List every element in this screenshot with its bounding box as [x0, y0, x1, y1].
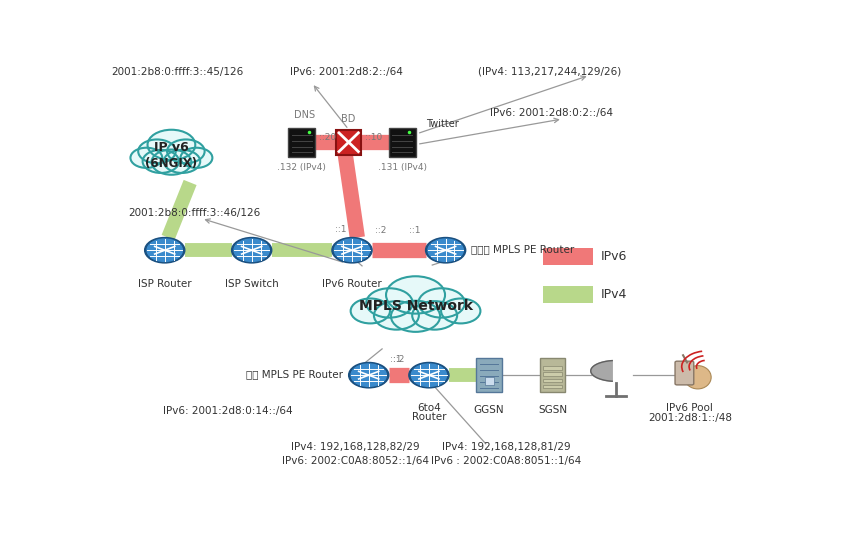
Circle shape [148, 130, 195, 160]
Text: Twitter: Twitter [426, 119, 459, 129]
Circle shape [231, 238, 272, 263]
Text: GGSN: GGSN [474, 405, 504, 415]
FancyBboxPatch shape [543, 366, 563, 370]
Text: ::2: ::2 [394, 355, 405, 364]
FancyBboxPatch shape [540, 358, 565, 392]
Circle shape [349, 362, 388, 388]
FancyBboxPatch shape [675, 361, 694, 385]
FancyBboxPatch shape [288, 128, 315, 157]
Circle shape [351, 364, 387, 386]
FancyBboxPatch shape [336, 130, 362, 155]
Circle shape [441, 299, 481, 323]
Text: IP v6: IP v6 [154, 141, 189, 154]
Text: IPv6: 2001:2d8:2::/64: IPv6: 2001:2d8:2::/64 [290, 67, 403, 77]
Text: IPv6: 2002:C0A8:8052::1/64: IPv6: 2002:C0A8:8052::1/64 [282, 456, 429, 466]
Circle shape [332, 238, 372, 263]
Circle shape [234, 239, 269, 261]
Text: ::1: ::1 [390, 355, 401, 364]
FancyBboxPatch shape [476, 358, 501, 392]
Polygon shape [591, 361, 612, 381]
Text: IPv6: IPv6 [601, 250, 627, 263]
Text: IPv4: 192,168,128,82/29: IPv4: 192,168,128,82/29 [291, 442, 419, 452]
Text: BD: BD [342, 114, 356, 124]
Circle shape [413, 301, 457, 329]
Circle shape [419, 288, 465, 317]
Text: IPv6: 2001:2d8:0:14::/64: IPv6: 2001:2d8:0:14::/64 [163, 406, 293, 416]
Circle shape [147, 239, 182, 261]
Circle shape [164, 150, 200, 173]
Text: IPv6 Router: IPv6 Router [322, 279, 381, 289]
Circle shape [386, 276, 445, 314]
Text: ::1: ::1 [409, 226, 420, 235]
Text: DNS: DNS [293, 110, 315, 120]
Text: 6to4: 6to4 [417, 403, 441, 412]
Circle shape [130, 148, 162, 168]
Circle shape [350, 299, 390, 323]
Text: 성수 MPLS PE Router: 성수 MPLS PE Router [246, 369, 343, 379]
Text: 2001:2d8:1::/48: 2001:2d8:1::/48 [648, 413, 732, 424]
Text: IPv4: 192,168,128,81/29: IPv4: 192,168,128,81/29 [442, 442, 570, 452]
Text: 보라매 MPLS PE Router: 보라매 MPLS PE Router [471, 244, 574, 255]
Text: 2001:2b8:0:ffff:3::46/126: 2001:2b8:0:ffff:3::46/126 [128, 208, 260, 218]
Circle shape [428, 239, 463, 261]
Text: IPv6: 2001:2d8:0:2::/64: IPv6: 2001:2d8:0:2::/64 [490, 108, 614, 118]
Text: (6NGIX): (6NGIX) [145, 157, 198, 170]
FancyBboxPatch shape [543, 286, 593, 303]
Text: ISP Switch: ISP Switch [224, 279, 279, 289]
FancyBboxPatch shape [543, 378, 563, 382]
Circle shape [180, 148, 212, 168]
Circle shape [152, 150, 192, 175]
Text: SGSN: SGSN [539, 405, 567, 415]
Text: IPv6 : 2002:C0A8:8051::1/64: IPv6 : 2002:C0A8:8051::1/64 [431, 456, 581, 466]
Text: ::20: ::20 [318, 134, 336, 142]
FancyBboxPatch shape [388, 128, 415, 157]
Text: Router: Router [412, 412, 446, 422]
FancyBboxPatch shape [543, 384, 563, 388]
Circle shape [412, 364, 446, 386]
FancyBboxPatch shape [543, 248, 593, 265]
Text: ::2: ::2 [375, 226, 386, 235]
Circle shape [145, 238, 185, 263]
FancyBboxPatch shape [543, 372, 563, 376]
Circle shape [425, 238, 466, 263]
Text: .132 (IPv4): .132 (IPv4) [277, 163, 326, 172]
Text: IPv6 Pool: IPv6 Pool [666, 403, 713, 412]
Circle shape [409, 362, 449, 388]
Circle shape [138, 140, 176, 163]
Text: ::1: ::1 [335, 225, 346, 234]
Circle shape [374, 301, 419, 329]
FancyBboxPatch shape [484, 377, 494, 384]
Circle shape [167, 140, 205, 163]
Text: ISP Router: ISP Router [138, 279, 192, 289]
Circle shape [142, 150, 179, 173]
Text: (IPv4: 113,217,244,129/26): (IPv4: 113,217,244,129/26) [478, 67, 621, 77]
Text: .131 (IPv4): .131 (IPv4) [378, 163, 426, 172]
Circle shape [334, 239, 369, 261]
Circle shape [391, 301, 440, 332]
Circle shape [366, 288, 413, 317]
Text: 2001:2b8:0:ffff:3::45/126: 2001:2b8:0:ffff:3::45/126 [111, 67, 243, 77]
Text: IPv4: IPv4 [601, 288, 627, 301]
Text: MPLS Network: MPLS Network [358, 299, 473, 313]
Text: ::10: ::10 [365, 134, 382, 142]
Ellipse shape [684, 366, 711, 389]
